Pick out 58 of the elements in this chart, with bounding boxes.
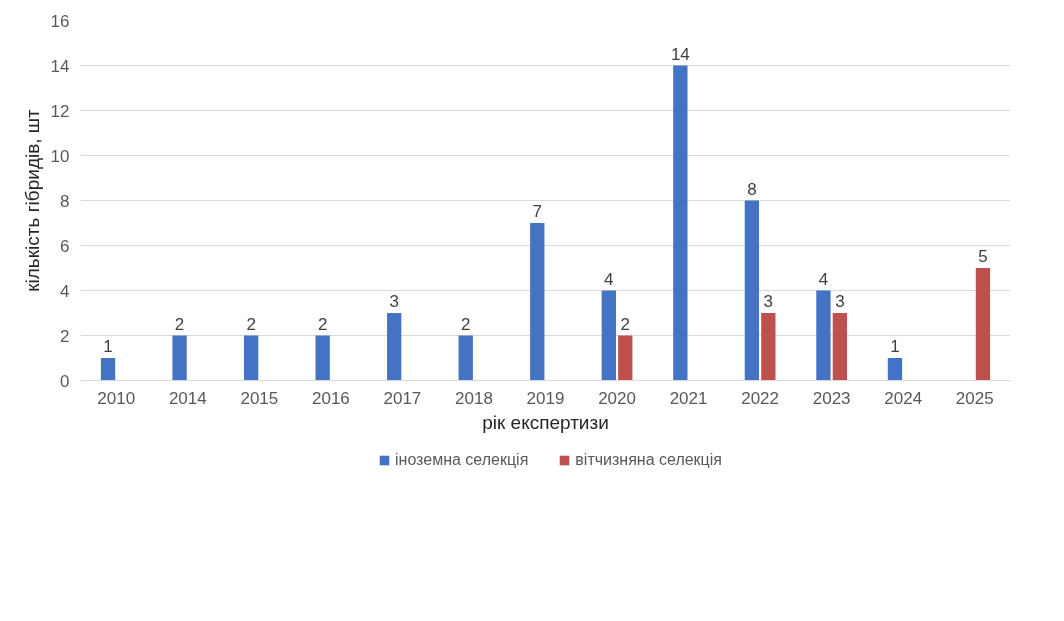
data-label: 2 <box>620 314 631 334</box>
data-label: 14 <box>670 44 690 64</box>
y-tick-label: 10 <box>50 146 70 166</box>
data-label: 8 <box>747 179 757 199</box>
data-label: 1 <box>103 337 113 356</box>
y-tick-label: 14 <box>50 56 70 76</box>
bar <box>975 268 991 381</box>
bar <box>887 358 903 381</box>
x-tick-label: 2025 <box>955 388 994 408</box>
bar <box>816 290 831 381</box>
bar <box>601 290 616 381</box>
data-label: 2 <box>317 314 328 334</box>
bar <box>744 200 760 381</box>
legend-label: іноземна селекція <box>395 451 529 469</box>
bar <box>172 335 187 381</box>
x-tick-label: 2021 <box>669 388 708 408</box>
data-label: 2 <box>246 314 256 334</box>
x-tick-label: 2014 <box>168 388 207 408</box>
bar <box>761 313 776 381</box>
y-tick-label: 6 <box>60 236 70 256</box>
data-label: 3 <box>835 292 845 311</box>
y-axis-title: кількість гібридів, шт <box>21 108 43 292</box>
y-tick-label: 8 <box>60 191 70 211</box>
bar <box>832 313 848 381</box>
data-label: 4 <box>818 269 829 289</box>
data-label: 2 <box>174 314 185 334</box>
x-tick-label: 2019 <box>526 388 565 408</box>
data-label: 5 <box>978 247 988 266</box>
bar <box>100 358 116 381</box>
x-tick-label: 2010 <box>97 388 136 408</box>
x-tick-label: 2020 <box>598 388 636 408</box>
x-axis-title: рік експертизи <box>482 411 609 433</box>
bar <box>458 335 473 381</box>
bar <box>315 335 330 381</box>
bar <box>673 65 688 381</box>
data-label: 4 <box>604 269 614 289</box>
bar <box>387 313 402 381</box>
data-label: 3 <box>763 292 774 311</box>
x-tick-label: 2022 <box>741 388 780 408</box>
x-tick-label: 2018 <box>455 388 493 408</box>
data-label: 1 <box>890 337 900 356</box>
legend-label: вітчизняна селекція <box>575 451 722 469</box>
x-tick-label: 2016 <box>311 388 350 408</box>
data-label: 3 <box>389 292 399 311</box>
bar <box>618 335 633 381</box>
x-tick-label: 2024 <box>884 388 923 408</box>
x-tick-label: 2023 <box>812 388 851 408</box>
bar <box>530 223 545 381</box>
x-tick-label: 2015 <box>240 388 279 408</box>
x-tick-label: 2017 <box>383 388 422 408</box>
data-label: 2 <box>461 314 471 334</box>
data-label: 7 <box>532 202 543 221</box>
y-tick-label: 0 <box>60 371 70 391</box>
y-tick-label: 2 <box>60 326 70 346</box>
y-tick-label: 4 <box>60 281 70 301</box>
y-tick-label: 16 <box>50 11 70 31</box>
bar <box>243 335 259 381</box>
y-tick-label: 12 <box>50 101 70 121</box>
